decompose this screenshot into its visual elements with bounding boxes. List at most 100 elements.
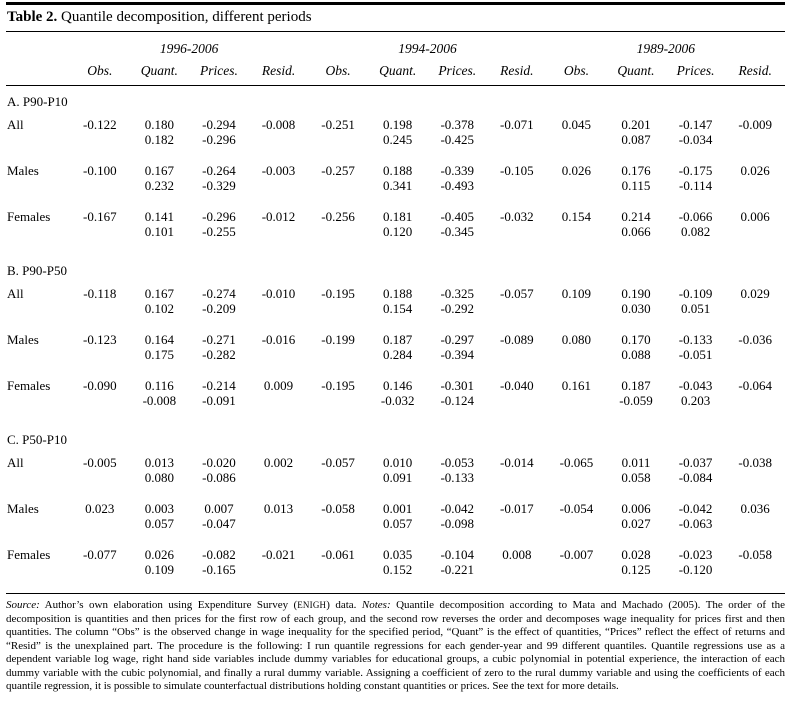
data-row-line1: Males 0.023 0.003 0.007 0.013 -0.058 0.001 -0.0… — [6, 501, 785, 516]
data-cell: -0.147 — [678, 117, 713, 132]
section-header: A. P90-P10 — [7, 94, 68, 109]
data-cell: 0.232 — [144, 178, 174, 193]
row-label-empty — [6, 224, 70, 255]
data-cell: -0.325 — [440, 286, 475, 301]
data-cell: -0.040 — [500, 378, 534, 393]
footnote-segment: Notes: — [361, 599, 391, 611]
data-cell — [725, 301, 785, 332]
section-row: B. P90-P50 — [6, 255, 785, 286]
data-cell: -0.098 — [440, 516, 475, 531]
data-cell: 0.007 — [204, 501, 234, 516]
data-cell: -0.058 — [738, 547, 772, 562]
row-label: All — [7, 286, 24, 301]
data-cell: -0.282 — [202, 347, 236, 362]
data-cell: 0.091 — [383, 470, 413, 485]
data-row-line1: All -0.118 0.167 -0.274 -0.010 -0.195 0.188 -0.… — [6, 286, 785, 301]
data-cell: 0.026 — [561, 163, 592, 178]
data-cell — [70, 224, 130, 255]
column-header: Obs. — [308, 58, 368, 86]
data-cell: 0.013 — [263, 501, 294, 516]
data-cell: 0.188 — [383, 163, 413, 178]
data-cell: 0.245 — [383, 132, 413, 147]
data-cell: 0.198 — [383, 117, 413, 132]
data-cell — [70, 393, 130, 424]
column-header: Quant. — [129, 58, 190, 86]
data-cell: 0.161 — [561, 378, 592, 393]
data-cell: -0.378 — [440, 117, 475, 132]
footnote-segment: Source: — [6, 599, 40, 611]
data-cell: -0.005 — [82, 455, 117, 470]
data-cell: 0.010 — [383, 455, 413, 470]
footnote-segment: Author’s own elaboration using Expenditu… — [39, 599, 298, 611]
data-cell: -0.023 — [678, 547, 713, 562]
data-cell — [308, 470, 368, 501]
data-cell: 0.045 — [561, 117, 592, 132]
data-cell: -0.493 — [440, 178, 475, 193]
data-row-line2: -0.008 -0.091 -0.032 -0.124 -0.059 0.203 — [6, 393, 785, 424]
data-cell: -0.296 — [202, 132, 236, 147]
data-cell — [487, 347, 547, 378]
data-cell: -0.034 — [678, 132, 713, 147]
data-cell: -0.082 — [202, 547, 236, 562]
row-label-empty — [6, 393, 70, 424]
data-cell: 0.087 — [621, 132, 651, 147]
data-cell: -0.053 — [440, 455, 475, 470]
data-cell: -0.057 — [500, 286, 534, 301]
row-label-empty — [6, 562, 70, 594]
data-cell: -0.091 — [202, 393, 236, 408]
data-cell: -0.345 — [440, 224, 475, 239]
data-cell: -0.014 — [500, 455, 534, 470]
data-cell — [249, 393, 309, 424]
data-cell: -0.009 — [738, 117, 772, 132]
column-header-row: Obs. Quant. Prices. Resid. Obs. Quant. Prices.… — [6, 58, 785, 86]
data-cell — [308, 178, 368, 209]
row-label: All — [7, 117, 24, 132]
data-cell: 0.051 — [680, 301, 711, 316]
data-cell — [546, 562, 607, 594]
data-cell: -0.167 — [82, 209, 117, 224]
data-row-line2: 0.057 -0.047 0.057 -0.098 0.027 -0.063 — [6, 516, 785, 547]
data-cell: 0.170 — [621, 332, 651, 347]
table-caption: Quantile decomposition, different period… — [57, 9, 312, 25]
row-label: All — [7, 455, 24, 470]
page: Table 2. Quantile decomposition, differe… — [6, 2, 785, 692]
data-cell: -0.007 — [559, 547, 594, 562]
row-label: Females — [7, 209, 51, 224]
data-cell — [547, 347, 607, 378]
data-cell: 0.035 — [383, 547, 413, 562]
data-cell: -0.133 — [678, 332, 713, 347]
row-label: Females — [7, 547, 51, 562]
data-cell: -0.008 — [142, 393, 177, 408]
data-cell — [308, 562, 368, 594]
data-cell: -0.063 — [678, 516, 713, 531]
data-cell — [308, 516, 368, 547]
data-cell: 0.115 — [621, 178, 651, 193]
data-cell: 0.011 — [621, 455, 651, 470]
data-cell — [70, 132, 130, 163]
data-cell: -0.255 — [202, 224, 236, 239]
data-cell: -0.297 — [440, 332, 475, 347]
data-cell — [725, 178, 785, 209]
data-cell: 0.057 — [383, 516, 413, 531]
data-cell — [308, 393, 368, 424]
data-cell: -0.405 — [440, 209, 475, 224]
data-cell — [249, 132, 309, 163]
data-cell — [487, 224, 547, 255]
data-cell: 0.013 — [144, 455, 174, 470]
data-cell: -0.256 — [321, 209, 355, 224]
column-header: Prices. — [427, 58, 488, 86]
data-cell: -0.301 — [440, 378, 475, 393]
data-cell — [547, 470, 607, 501]
data-cell: -0.086 — [202, 470, 236, 485]
data-cell — [487, 393, 547, 424]
data-cell: -0.209 — [202, 301, 236, 316]
data-cell: -0.066 — [678, 209, 713, 224]
data-cell: -0.123 — [82, 332, 117, 347]
data-cell: -0.059 — [619, 393, 653, 408]
data-cell — [249, 301, 309, 332]
section-row: A. P90-P10 — [6, 86, 785, 118]
data-cell: 0.146 — [383, 378, 413, 393]
data-cell — [725, 562, 785, 594]
data-row-line1: Males -0.100 0.167 -0.264 -0.003 -0.257 0.188 -… — [6, 163, 785, 178]
data-cell: -0.274 — [202, 286, 236, 301]
